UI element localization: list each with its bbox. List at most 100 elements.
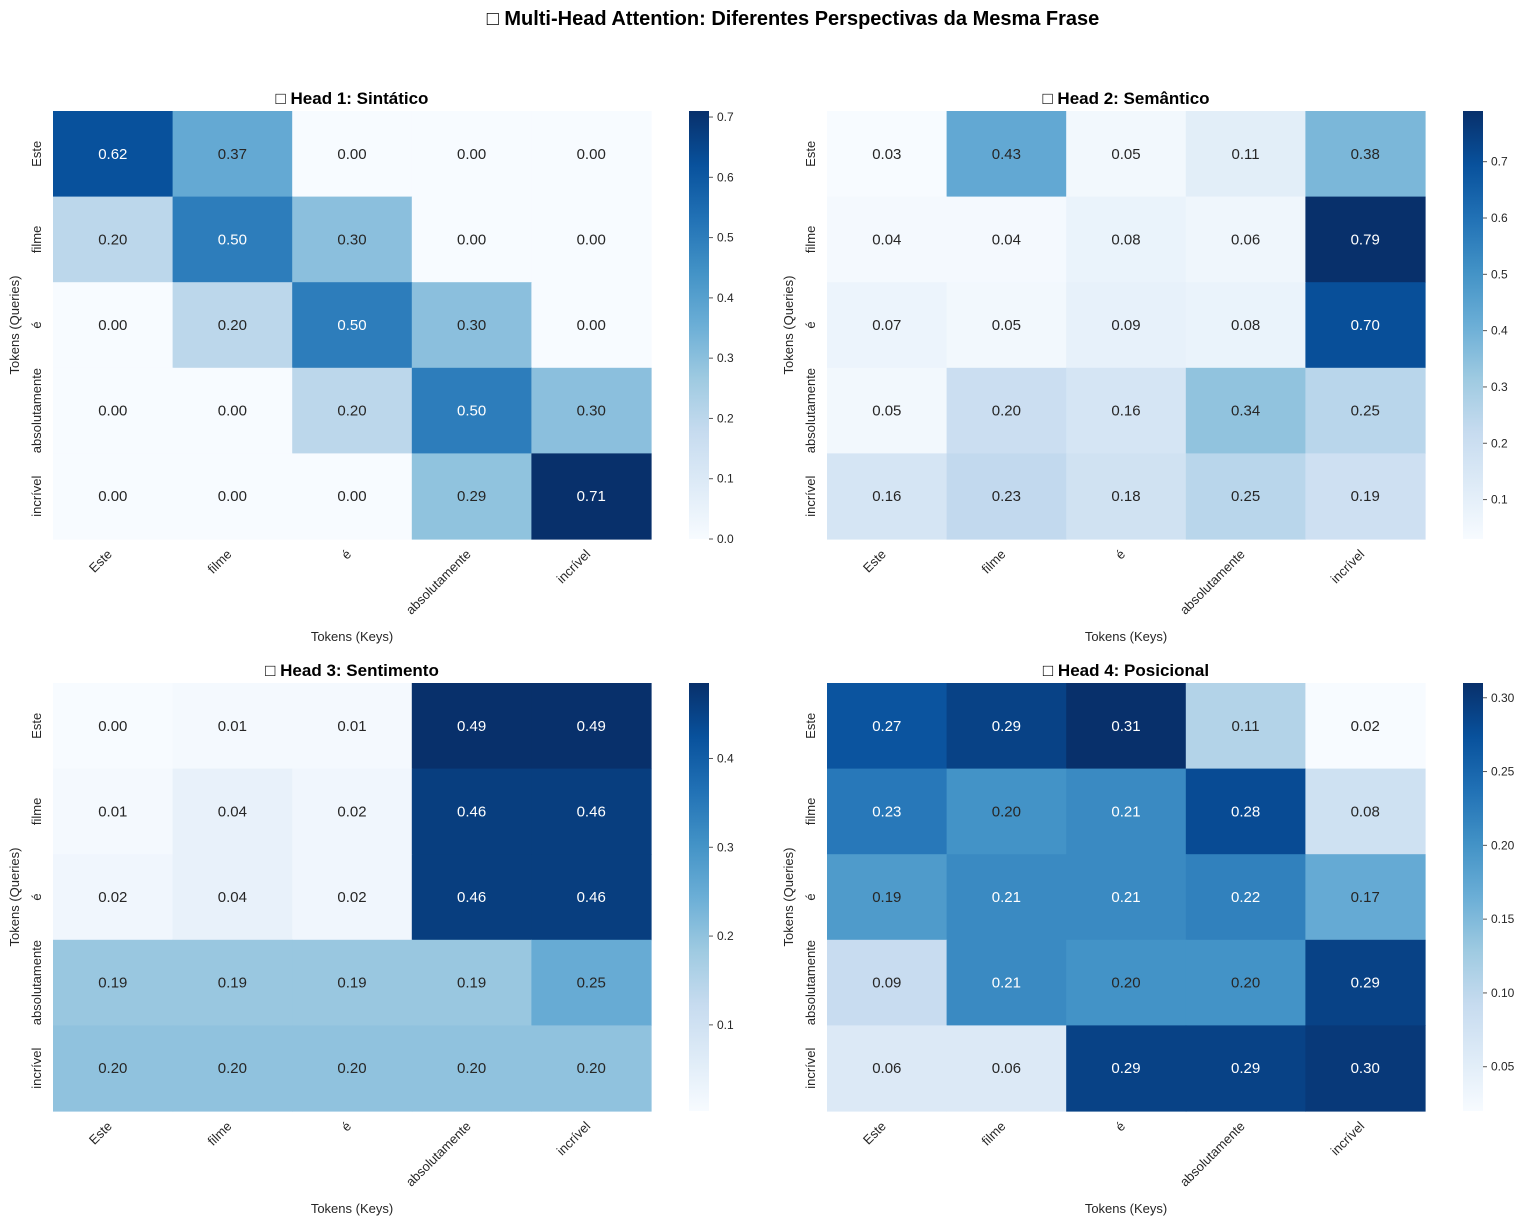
cell-value-label: 0.04 [992,231,1021,248]
y-axis-label: Tokens (Queries) [7,848,22,947]
cell-value-label: 0.46 [577,889,606,906]
heatmap-cell [411,683,532,770]
colorbar-tick-label: 0.3 [717,351,734,365]
cell-value-label: 0.08 [1351,803,1380,820]
cell-value-label: 0.04 [218,803,247,820]
heatmap-panel-2: □ Head 2: Semântico 0.03 0.43 0.05 0.11 0.38 0… [781,89,1508,644]
cell-value-label: 0.46 [457,889,486,906]
heatmap-cell [1305,453,1426,540]
heatmap-cell [53,282,174,369]
cell-value-label: 0.01 [337,718,366,735]
y-tick-label: incrível [29,476,44,517]
cell-value-label: 0.30 [337,231,366,248]
cell-value-label: 0.06 [992,1060,1021,1077]
cell-value-label: 0.20 [992,803,1021,820]
heatmap-cell [292,768,413,855]
heatmap-cell [1066,939,1187,1026]
cell-value-label: 0.30 [577,403,606,420]
cell-value-label: 0.16 [1111,403,1140,420]
heatmap-cell [1185,1025,1306,1112]
cell-value-label: 0.09 [1111,317,1140,334]
x-tick-label: Este [860,1119,889,1148]
heatmap-cell [1305,282,1426,369]
panel-title: □ Head 2: Semântico [1042,89,1209,108]
x-tick-label: absolutamente [1177,1119,1248,1190]
x-tick-label: Este [86,1119,115,1148]
cell-value-label: 0.19 [337,975,366,992]
cell-value-label: 0.49 [457,718,486,735]
y-tick-label: filme [803,798,818,825]
cell-value-label: 0.50 [337,317,366,334]
cell-value-label: 0.22 [1231,889,1260,906]
cell-value-label: 0.38 [1351,146,1380,163]
cell-value-label: 0.01 [98,803,127,820]
heatmap-cell [1185,196,1306,283]
x-axis-label: Tokens (Keys) [1085,1201,1167,1216]
heatmap-cell [531,768,652,855]
cell-value-label: 0.43 [992,146,1021,163]
cell-value-label: 0.31 [1111,718,1140,735]
colorbar-tick-label: 0.6 [717,170,734,184]
heatmap-cell [531,111,652,198]
cell-value-label: 0.19 [872,889,901,906]
x-tick-label: filme [205,547,235,577]
cell-value-label: 0.21 [1111,803,1140,820]
y-tick-label: filme [803,226,818,253]
heatmap-cell [946,1025,1067,1112]
x-tick-label: incrível [554,1118,594,1158]
heatmap-cell [531,939,652,1026]
cell-value-label: 0.00 [98,488,127,505]
heatmap-cell [1185,768,1306,855]
heatmap-cell [292,939,413,1026]
colorbar-tick-label: 0.05 [1491,1060,1515,1074]
colorbar-tick-label: 0.4 [717,751,734,765]
colorbar-tick-label: 0.3 [717,840,734,854]
heatmap-cell [1066,282,1187,369]
cell-value-label: 0.20 [1111,975,1140,992]
heatmap-cell [53,111,174,198]
cell-value-label: 0.46 [457,803,486,820]
colorbar-tick-label: 0.5 [1491,267,1508,281]
cell-value-label: 0.37 [218,146,247,163]
cell-value-label: 0.00 [98,718,127,735]
cell-value-label: 0.11 [1232,718,1260,735]
cell-value-label: 0.23 [872,803,901,820]
cell-value-label: 0.21 [992,889,1021,906]
heatmap-cell [53,768,174,855]
x-tick-label: filme [205,1119,235,1149]
cell-value-label: 0.50 [457,403,486,420]
heatmap-cell [411,453,532,540]
heatmap-cell [1066,196,1187,283]
colorbar-tick-label: 0.7 [1491,155,1508,169]
x-tick-label: absolutamente [403,1119,474,1190]
x-tick-label: absolutamente [1177,547,1248,618]
y-tick-label: é [29,893,44,900]
heatmap-cell [1066,683,1187,770]
x-tick-label: é [1112,1119,1128,1135]
cell-value-label: 0.00 [337,146,366,163]
heatmap-cell [1185,367,1306,454]
cell-value-label: 0.00 [98,317,127,334]
cell-value-label: 0.20 [98,231,127,248]
heatmap-cell [411,282,532,369]
heatmap-cell [292,111,413,198]
heatmap-cell [946,282,1067,369]
x-tick-label: incrível [1328,546,1368,586]
heatmap-cell [53,196,174,283]
heatmap-cell [1185,854,1306,941]
x-axis-label: Tokens (Keys) [311,629,393,644]
y-axis-label: Tokens (Queries) [781,848,796,947]
cell-value-label: 0.20 [337,403,366,420]
heatmap-cell [531,453,652,540]
colorbar [689,111,709,539]
cell-value-label: 0.49 [577,718,606,735]
heatmap-cell [172,1025,293,1112]
panel-title: □ Head 3: Sentimento [265,661,439,680]
heatmap-cell [1066,768,1187,855]
y-tick-label: Este [803,141,818,167]
colorbar-tick-label: 0.1 [717,472,734,486]
heatmap-cell [411,939,532,1026]
cell-value-label: 0.29 [1231,1060,1260,1077]
cell-value-label: 0.05 [992,317,1021,334]
cell-value-label: 0.06 [872,1060,901,1077]
